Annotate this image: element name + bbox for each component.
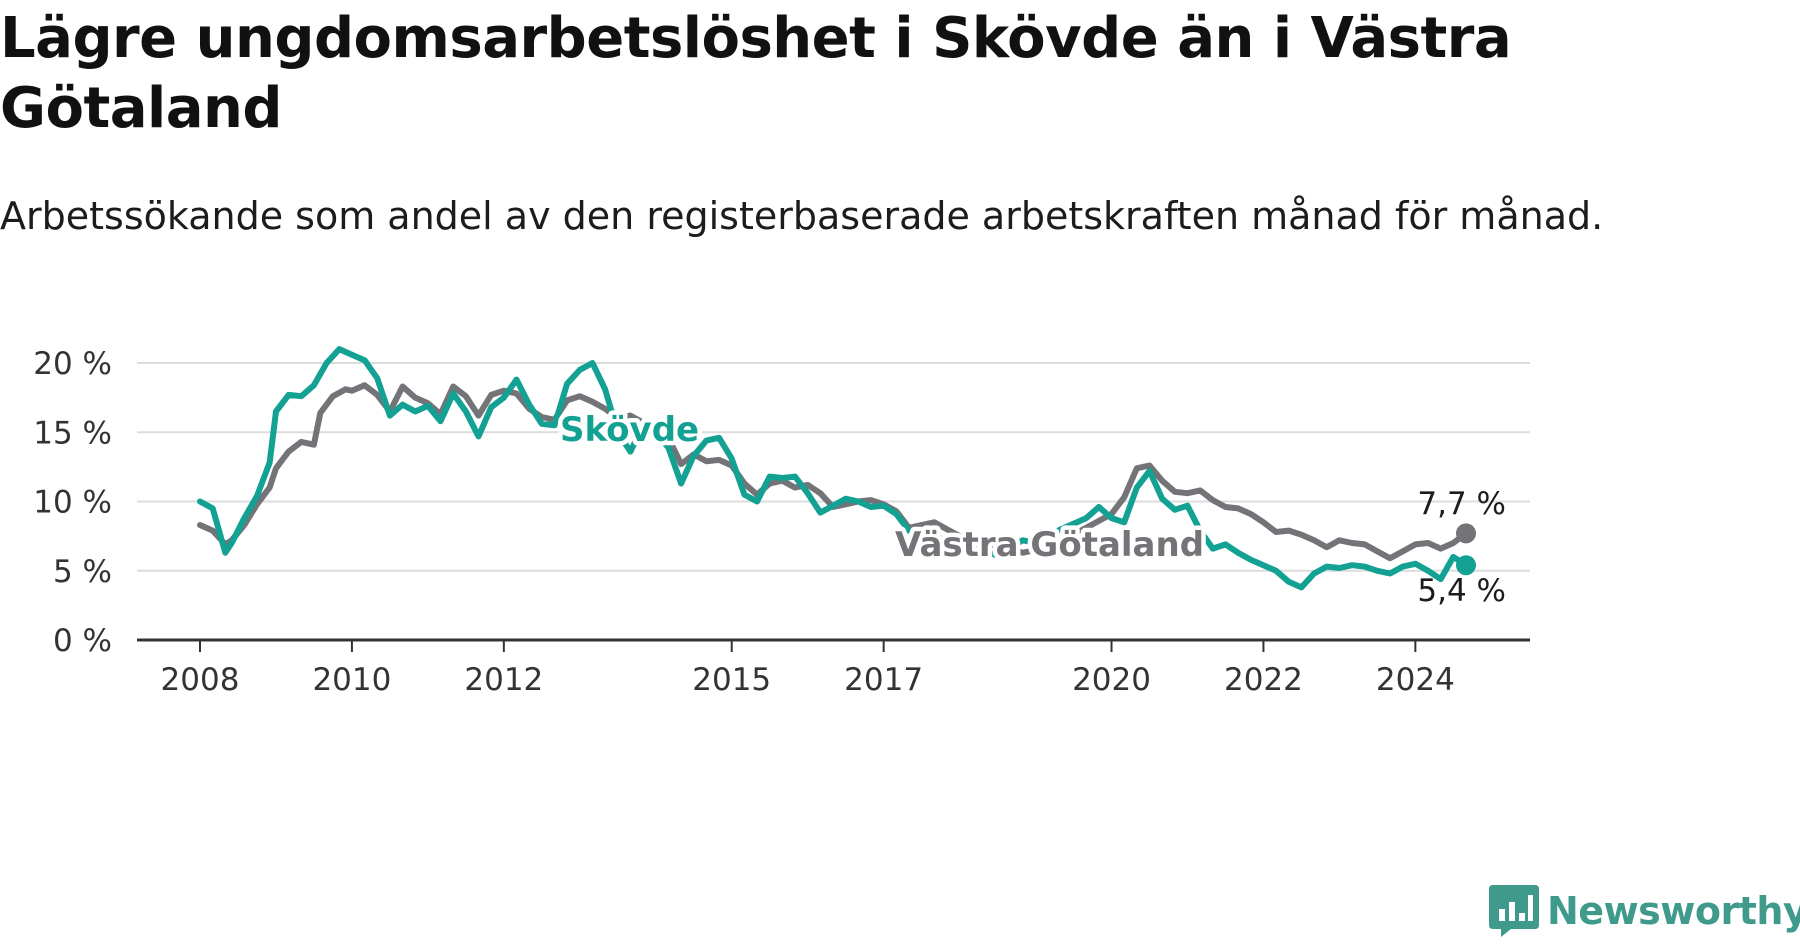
x-axis: 2008 2010 2012 2015 2017 2020 2022 2024 (137, 638, 1530, 698)
series-label-skovde: Skövde (560, 410, 699, 450)
x-tick-label: 2015 (692, 662, 771, 698)
newsworthy-brand[interactable]: Newsworthy (1489, 885, 1800, 937)
y-tick-label: 20 % (33, 346, 112, 382)
y-tick-label: 15 % (33, 415, 112, 451)
y-tick-label: 0 % (53, 623, 112, 659)
x-tick-label: 2012 (464, 662, 543, 698)
series-label-vastra-gotaland: Västra Götaland (895, 525, 1204, 565)
x-tick-label: 2024 (1376, 662, 1455, 698)
y-tick-label: 10 % (33, 485, 112, 521)
y-tick-label: 5 % (53, 554, 112, 590)
x-tick-label: 2017 (844, 662, 923, 698)
series-labels: Västra Götaland Skövde 7,7 % 5,4 % (556, 406, 1507, 610)
grid-lines (137, 362, 1530, 572)
x-tick-label: 2010 (312, 662, 391, 698)
chart-title: Lägre ungdomsarbetslöshet i Skövde än i … (0, 6, 1512, 141)
series-end-marker (1456, 555, 1476, 576)
x-tick-label: 2022 (1224, 662, 1303, 698)
chart-subtitle: Arbetssökande som andel av den registerb… (0, 194, 1604, 238)
series-end-marker (1456, 523, 1476, 544)
end-label-skovde: 5,4 % (1417, 573, 1506, 609)
series-line (197, 346, 1469, 591)
x-tick-label: 2020 (1072, 662, 1151, 698)
newsworthy-logo-icon (1489, 885, 1539, 937)
end-label-vastra-gotaland: 7,7 % (1417, 486, 1506, 522)
y-axis-labels: 0 % 5 % 10 % 15 % 20 % (33, 346, 112, 659)
series-lines (197, 346, 1476, 591)
x-tick-label: 2008 (161, 662, 240, 698)
brand-name: Newsworthy (1547, 889, 1800, 933)
